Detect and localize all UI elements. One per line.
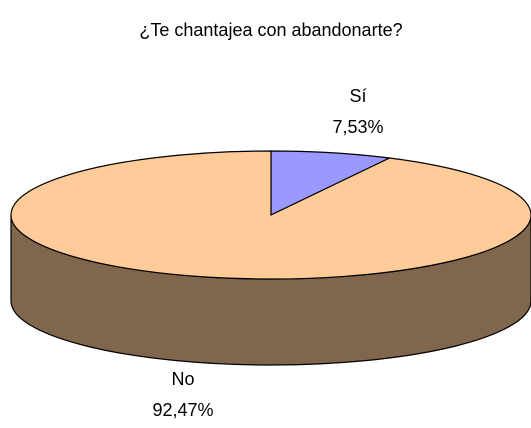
- slice-label: Sí: [349, 86, 366, 106]
- value-label: 7,53%: [332, 117, 383, 137]
- slice: [10, 150, 531, 280]
- slice: [270, 150, 392, 216]
- value-label: 92,47%: [152, 400, 213, 420]
- slice-label: No: [171, 369, 194, 389]
- chart-title: ¿Te chantajea con abandonarte?: [139, 20, 402, 40]
